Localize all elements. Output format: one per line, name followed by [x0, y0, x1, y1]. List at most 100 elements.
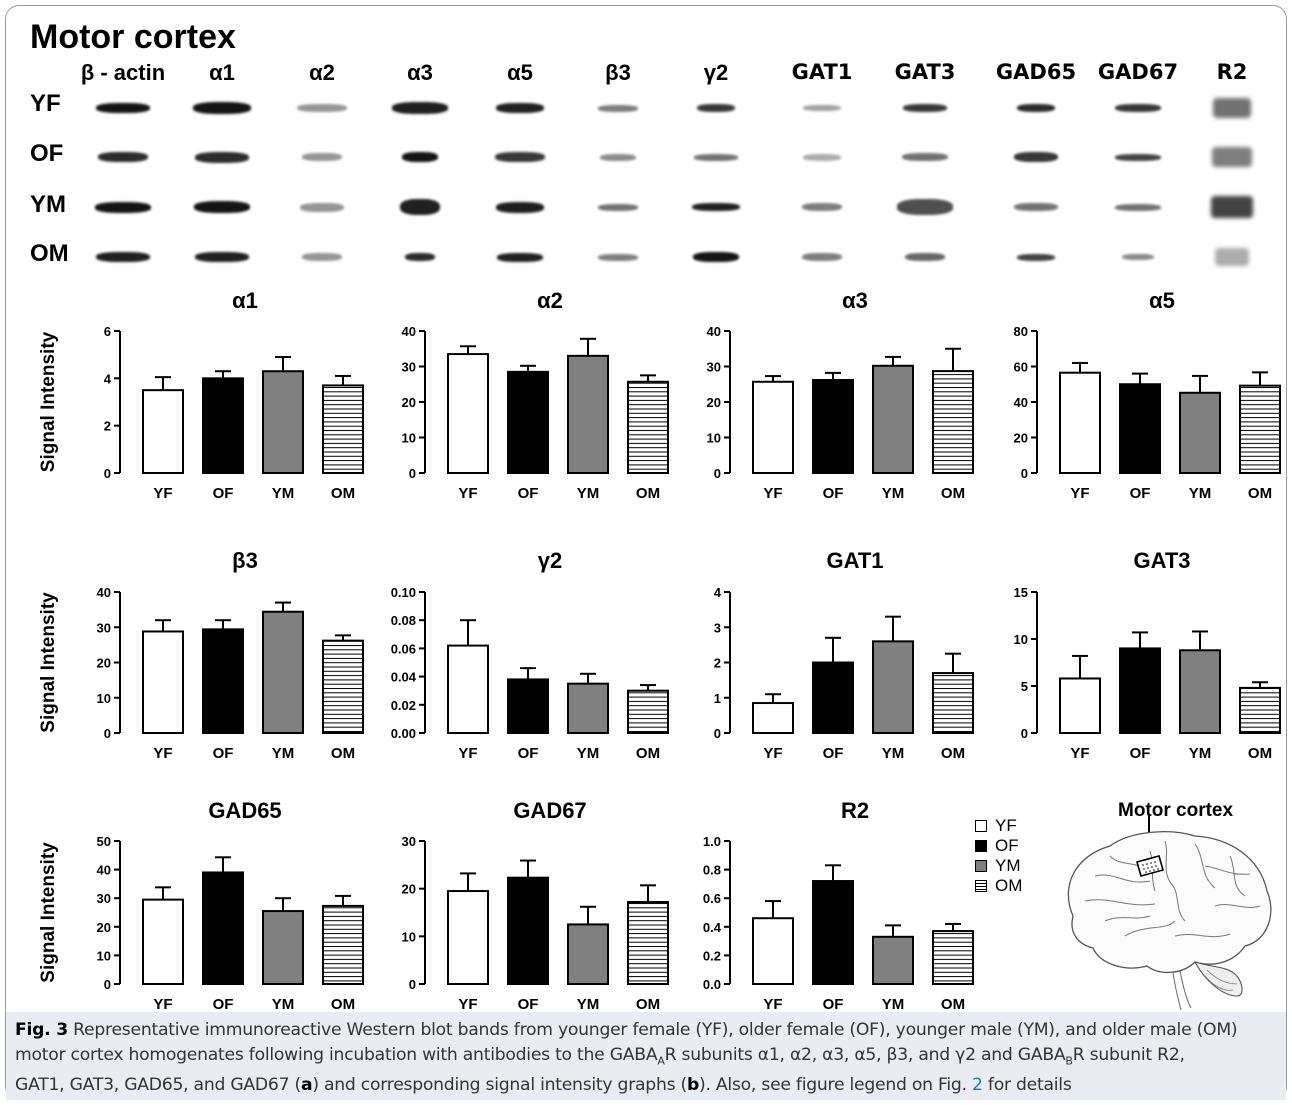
blot-row-label: OM — [30, 240, 69, 267]
blot-band — [803, 153, 841, 161]
blot-band — [495, 152, 545, 162]
caption-line3a: GAT1, GAT3, GAD65, and GAD67 ( — [15, 1075, 301, 1096]
chart-title: β3 — [232, 548, 258, 573]
x-tick-label: YF — [153, 485, 172, 502]
y-tick-label: 20 — [97, 656, 111, 671]
bar-ym — [1179, 649, 1221, 735]
blot-band — [96, 103, 150, 113]
y-tick-label: 0.6 — [703, 891, 721, 906]
y-tick-label: 2 — [104, 419, 111, 434]
x-tick-label: YF — [458, 745, 477, 762]
blot-row-label: YM — [30, 191, 66, 218]
blot-band — [96, 252, 150, 262]
blot-band — [193, 102, 251, 114]
y-tick-label: 15 — [1014, 585, 1028, 600]
caption-line2c: R subunit R2, — [1072, 1045, 1185, 1065]
legend-label-om: OM — [995, 876, 1023, 895]
y-axis-label: Signal Intensity — [38, 592, 59, 733]
blot-band — [802, 253, 842, 261]
blot-column-label: GAT1 — [791, 60, 853, 84]
figure-title: Motor cortex — [30, 18, 236, 56]
x-tick-label: OF — [518, 745, 539, 762]
x-tick-label: OF — [1130, 485, 1151, 502]
x-tick-label: OM — [636, 745, 660, 762]
bar-ym — [872, 935, 914, 985]
x-tick-label: OF — [213, 745, 234, 762]
x-tick-label: YF — [153, 996, 172, 1013]
y-tick-label: 40 — [1014, 395, 1028, 410]
blot-band — [902, 153, 948, 161]
chart-title: GAD65 — [208, 798, 281, 823]
x-tick-label: OM — [331, 996, 355, 1013]
blot-band — [400, 199, 440, 215]
bar-of — [202, 377, 244, 475]
bar-of — [812, 661, 854, 734]
y-tick-label: 30 — [97, 891, 111, 906]
bar-yf — [447, 353, 489, 475]
chart-2: α3 0 10 20 30 40 YF OF YM OM — [707, 288, 974, 502]
blot-column-label: α1 — [209, 60, 235, 85]
x-tick-label: OF — [518, 485, 539, 502]
blot-column-label: α3 — [407, 60, 433, 85]
legend-swatch-ym — [975, 860, 987, 872]
y-tick-label: 80 — [1014, 324, 1028, 339]
y-tick-label: 0.4 — [703, 920, 722, 935]
y-tick-label: 0.0 — [703, 977, 721, 992]
bar-yf — [447, 644, 489, 735]
caption-line2b: R subunits α1, α2, α3, α5, β3, and γ2 an… — [664, 1045, 1066, 1065]
blot-column-label: β - actin — [80, 60, 166, 85]
y-tick-label: 30 — [97, 620, 111, 635]
bar-ym — [567, 923, 609, 986]
x-tick-label: OM — [331, 485, 355, 502]
bar-of — [1119, 647, 1161, 735]
blot-band — [692, 203, 740, 211]
brain-icon — [1067, 816, 1272, 1011]
x-tick-label: YM — [272, 485, 295, 502]
caption-line3b: ) and corresponding signal intensity gra… — [312, 1075, 687, 1096]
blot-band — [905, 253, 945, 261]
bar-om — [932, 930, 974, 986]
bar-of — [507, 876, 549, 985]
x-tick-label: YM — [882, 745, 905, 762]
blot-band — [897, 199, 953, 215]
y-tick-label: 20 — [1014, 431, 1028, 446]
blot-band — [497, 252, 543, 262]
x-tick-label: YM — [1189, 745, 1212, 762]
y-tick-label: 6 — [104, 324, 111, 339]
chart-title: GAT3 — [1133, 548, 1190, 573]
bar-ym — [262, 370, 304, 475]
blot-band — [195, 151, 249, 163]
bar-om — [627, 380, 669, 475]
blot-row-label: OF — [30, 140, 64, 167]
y-tick-label: 20 — [402, 882, 416, 897]
bar-ym — [262, 910, 304, 986]
bar-of — [507, 370, 549, 475]
y-tick-label: 0.06 — [391, 641, 416, 656]
bar-yf — [142, 389, 184, 474]
chart-title: α3 — [842, 288, 868, 313]
chart-4: β3 0 10 20 30 40 Signal Intensity YF OF YM OM — [38, 548, 364, 762]
y-tick-label: 10 — [402, 431, 416, 446]
y-tick-label: 60 — [1014, 360, 1028, 375]
blot-band — [598, 104, 638, 112]
blot-band — [694, 153, 738, 161]
legend-swatch-yf — [975, 820, 987, 832]
brain-illustration — [1055, 796, 1290, 1011]
blot-band — [803, 105, 841, 111]
blot-band — [1017, 104, 1055, 112]
chart-9: GAD67 0 10 20 30 YF OF YM OM — [402, 798, 669, 1013]
chart-0: α1 0 2 4 6 Signal Intensity YF OF YM OM — [38, 288, 364, 502]
bar-om — [627, 689, 669, 735]
western-blot-panel: β - actin α1 α2 α3 α5 β3 γ2 GAT1 GAT3 GAD65 GAD67 R… — [0, 0, 1292, 290]
blot-band — [1211, 196, 1253, 218]
chart-7: GAT3 0 5 10 15 YF OF YM OM — [1014, 548, 1281, 762]
bar-yf — [752, 380, 794, 475]
bar-of — [507, 678, 549, 734]
bar-yf — [142, 898, 184, 986]
x-tick-label: OF — [213, 996, 234, 1013]
y-tick-label: 40 — [97, 863, 111, 878]
caption-fig-ref-link[interactable]: 2 — [972, 1075, 983, 1096]
x-tick-label: OM — [1248, 745, 1272, 762]
blot-column-label: α2 — [309, 60, 335, 85]
y-tick-label: 10 — [1014, 632, 1028, 647]
